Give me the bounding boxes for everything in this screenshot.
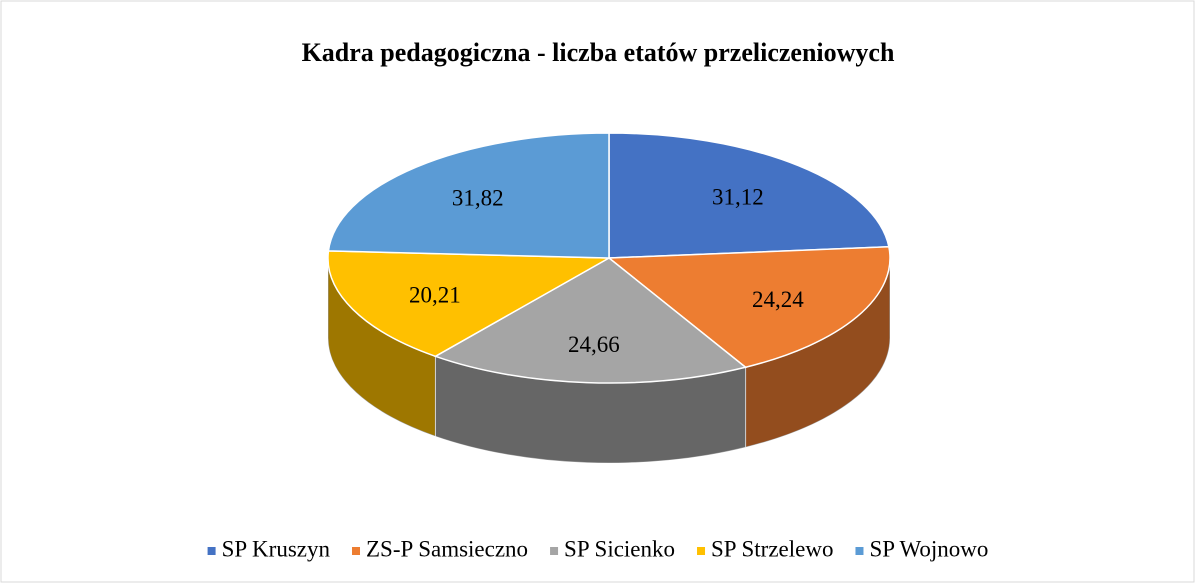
- slice-side-shade: [328, 258, 436, 437]
- legend-label: SP Kruszyn: [222, 536, 331, 561]
- legend-marker: [855, 547, 864, 555]
- slice-side-shade: [745, 258, 890, 448]
- slice-side-shade: [435, 356, 746, 464]
- legend-marker: [352, 547, 361, 555]
- slice: [327, 250, 612, 358]
- data-label: 24,66: [568, 332, 620, 357]
- slice: [327, 132, 610, 259]
- legend-marker: [550, 547, 559, 555]
- slice: [433, 257, 748, 384]
- data-label: 24,24: [752, 287, 804, 312]
- legend: SP Kruszyn ZS-P Samsieczno SP Sicienko SP S…: [207, 536, 988, 561]
- legend-label: SP Sicienko: [564, 536, 675, 561]
- data-label: 20,21: [409, 282, 461, 307]
- legend-label: ZS-P Samsieczno: [366, 536, 528, 561]
- data-label: 31,12: [712, 185, 764, 210]
- chart-title: Kadra pedagogiczna - liczba etatów przel…: [302, 38, 895, 67]
- legend-label: SP Strzelewo: [711, 536, 833, 561]
- legend-label: SP Wojnowo: [869, 536, 988, 561]
- legend-marker: [207, 547, 216, 555]
- slice: [606, 245, 891, 369]
- slice: [608, 132, 890, 259]
- legend-marker: [697, 547, 706, 555]
- data-label: 31,82: [452, 185, 504, 210]
